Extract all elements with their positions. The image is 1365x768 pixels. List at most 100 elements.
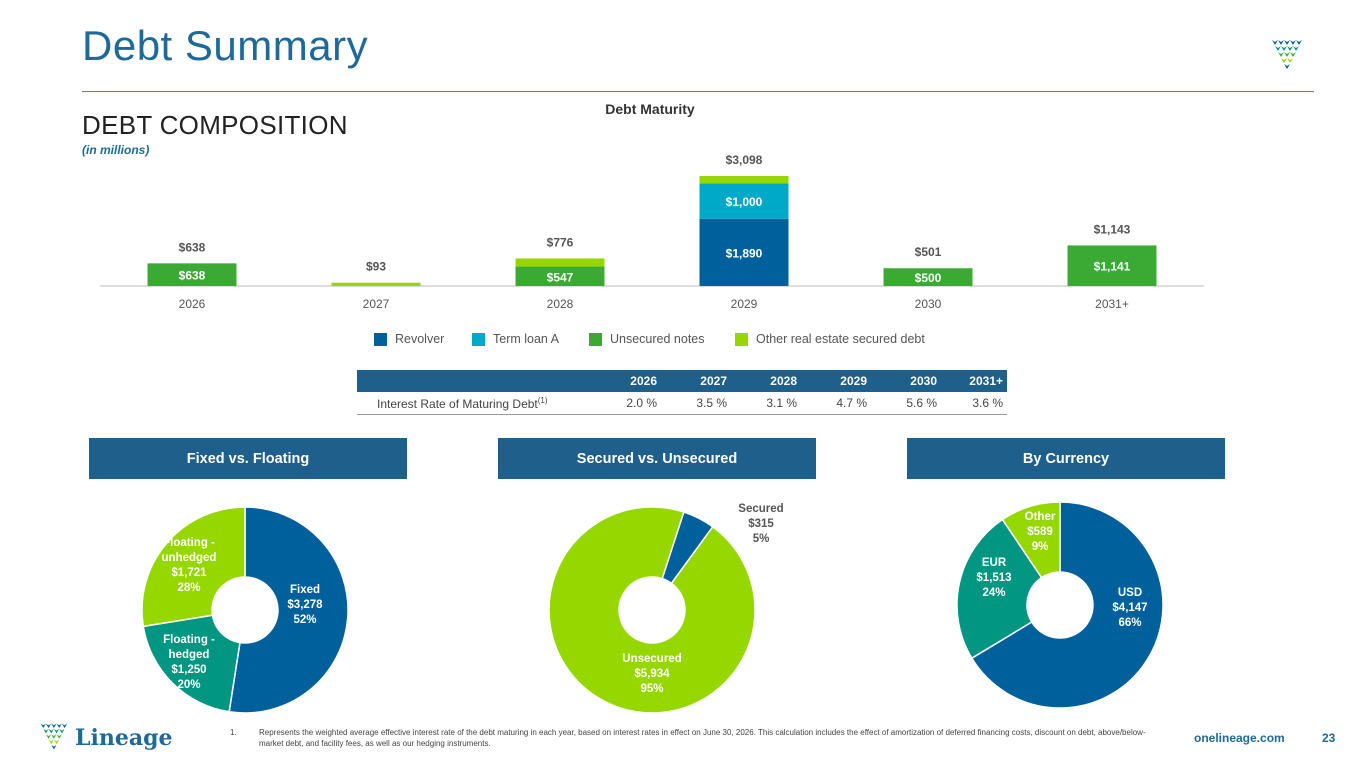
footnote-marker: (1) xyxy=(537,395,548,405)
table-header-row: 2026 2027 2028 2029 2030 2031+ xyxy=(357,370,1007,392)
logo-chevron xyxy=(56,734,62,739)
label-line: hedged xyxy=(168,649,210,661)
label-line: USD xyxy=(1117,587,1143,599)
lineage-logo-icon xyxy=(40,723,68,750)
label-line: Other xyxy=(1024,511,1056,523)
bar-data-label: $638 xyxy=(179,269,206,283)
logo-chevron xyxy=(1281,46,1287,51)
bar-segment xyxy=(147,263,237,286)
legend-item-term-loan-a: Term loan A xyxy=(472,331,559,347)
label-line: 5% xyxy=(752,533,770,545)
label-line: $3,278 xyxy=(287,599,323,611)
logo-chevron xyxy=(51,734,57,739)
units-note: (in millions) xyxy=(82,143,150,157)
label-line: $4,147 xyxy=(1112,602,1148,614)
x-tick-label: 2026 xyxy=(179,297,206,311)
bar-data-label: $1,890 xyxy=(726,246,763,260)
donut-slice xyxy=(142,614,241,713)
logo-chevron xyxy=(1287,58,1293,63)
bar-data-label: $1,000 xyxy=(726,195,763,209)
logo-chevron xyxy=(48,728,54,734)
table-row-label: Interest Rate of Maturing Debt(1) xyxy=(357,392,587,415)
label-line: 24% xyxy=(982,587,1006,599)
bar-segment xyxy=(883,268,973,286)
slice-label-usd: USD $4,147 66% xyxy=(1100,586,1160,631)
legend-item-unsecured-notes: Unsecured notes xyxy=(589,331,705,347)
logo-chevron xyxy=(1272,40,1278,45)
fixed-vs-floating-header: Fixed vs. Floating xyxy=(89,438,407,479)
slice-label-fixed: Fixed $3,278 52% xyxy=(275,583,335,628)
brand-name: Lineage xyxy=(75,725,173,751)
label-line: $1,250 xyxy=(171,664,207,676)
x-tick-label: 2029 xyxy=(731,297,758,311)
bar-total-label: $776 xyxy=(547,235,574,249)
label-line: $315 xyxy=(748,518,774,530)
legend-swatch xyxy=(472,332,485,346)
logo-chevron xyxy=(1293,46,1299,51)
logo-chevron xyxy=(1275,46,1281,51)
title-divider xyxy=(82,91,1314,92)
website-link[interactable]: onelineage.com xyxy=(1194,731,1285,745)
logo-chevron xyxy=(53,739,60,744)
bar-total-label: $501 xyxy=(915,245,942,259)
by-currency-donut xyxy=(956,501,1164,709)
legend-label: Term loan A xyxy=(493,332,560,346)
table-cell: 3.6 % xyxy=(937,392,1007,415)
logo-chevron xyxy=(1284,40,1290,45)
footnote-number: 1. xyxy=(230,728,237,737)
table-header-cell: 2028 xyxy=(727,370,797,392)
legend-swatch xyxy=(589,332,602,346)
footnote-text: Represents the weighted average effectiv… xyxy=(259,728,1146,748)
table-row: Interest Rate of Maturing Debt(1) 2.0 % … xyxy=(357,392,1007,415)
x-tick-label: 2027 xyxy=(363,297,390,311)
logo-chevron xyxy=(1281,58,1287,63)
table-header-cell: 2026 xyxy=(587,370,657,392)
bar-segment xyxy=(699,183,789,219)
label-line: EUR xyxy=(981,557,1007,569)
bar-total-label: $3,098 xyxy=(726,153,763,167)
logo-chevron xyxy=(45,723,52,728)
table-header-cell: 2029 xyxy=(797,370,867,392)
label-line: Fixed xyxy=(289,584,321,596)
logo-chevron xyxy=(51,723,57,728)
label-line: $5,934 xyxy=(634,668,670,680)
bar-segment xyxy=(699,218,789,286)
logo-chevron xyxy=(59,728,65,734)
bar-segment xyxy=(515,266,605,286)
slice-label-secured: Secured $315 5% xyxy=(730,502,792,547)
legend-swatch xyxy=(374,332,387,346)
chart-title: Debt Maturity xyxy=(605,101,695,117)
logo-chevron xyxy=(1296,40,1302,45)
by-currency-header: By Currency xyxy=(907,438,1225,479)
label-line: $1,513 xyxy=(976,572,1012,584)
logo-chevron xyxy=(48,739,54,744)
table-cell: 4.7 % xyxy=(797,392,867,415)
slice-label-floating-unhedged: Floating - unhedged $1,721 28% xyxy=(156,536,222,596)
table-header-cell: 2031+ xyxy=(937,370,1007,392)
logo-chevron xyxy=(51,744,57,750)
logo-chevron xyxy=(43,728,49,734)
label-line: 28% xyxy=(177,582,201,594)
legend-item-revolver: Revolver xyxy=(374,331,444,347)
logo-chevron xyxy=(61,723,68,728)
logo-chevron xyxy=(1284,64,1290,69)
logo-chevron xyxy=(53,728,60,734)
bar-segment xyxy=(699,176,789,184)
slice-label-floating-hedged: Floating - hedged $1,250 20% xyxy=(157,633,221,693)
bar-total-label: $93 xyxy=(366,260,386,274)
bar-segment xyxy=(331,282,421,286)
slice-label-unsecured: Unsecured $5,934 95% xyxy=(616,652,688,697)
lineage-logo-icon xyxy=(1272,40,1302,69)
legend-label: Revolver xyxy=(395,332,445,346)
bar-total-label: $638 xyxy=(179,240,206,254)
slice-label-eur: EUR $1,513 24% xyxy=(966,556,1022,601)
donut-slice xyxy=(228,506,349,714)
label-line: 52% xyxy=(293,614,317,626)
row-label-text: Interest Rate of Maturing Debt xyxy=(377,396,538,411)
bar-segment xyxy=(1067,245,1157,286)
page-number: 23 xyxy=(1322,731,1336,745)
table-header-cell xyxy=(357,370,587,392)
bar-data-label: $500 xyxy=(915,271,942,285)
page-title: Debt Summary xyxy=(82,22,369,69)
slice-label-other: Other $589 9% xyxy=(1015,510,1065,555)
